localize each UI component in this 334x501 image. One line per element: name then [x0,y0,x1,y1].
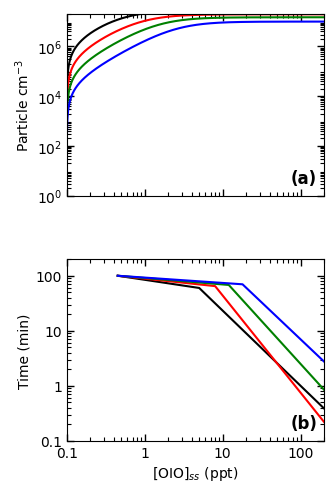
Text: (a): (a) [291,169,317,187]
X-axis label: [OIO]$_{ss}$ (ppt): [OIO]$_{ss}$ (ppt) [152,464,238,482]
Y-axis label: Particle cm$^{-3}$: Particle cm$^{-3}$ [14,59,32,152]
Y-axis label: Time (min): Time (min) [17,313,31,388]
Text: (b): (b) [291,414,317,432]
